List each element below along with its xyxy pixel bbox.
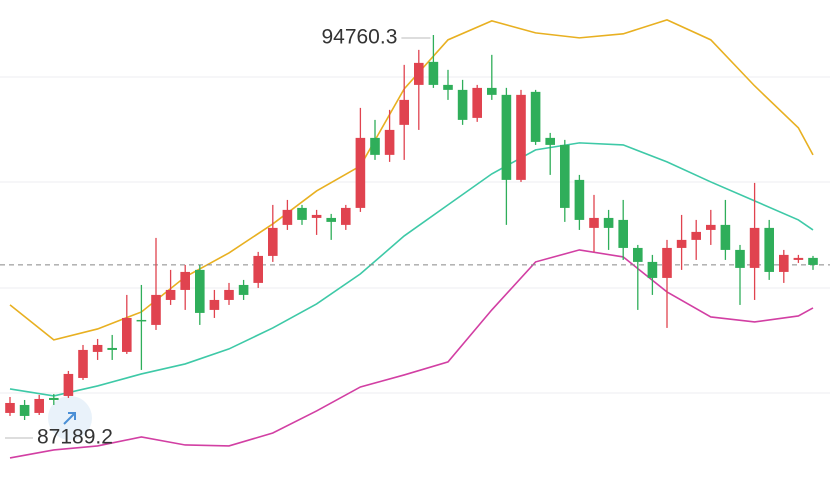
candle-body [749, 227, 760, 268]
candle-body [779, 254, 789, 272]
candle-body [268, 227, 278, 256]
arrow-icon [63, 412, 76, 425]
band-line [9, 19, 814, 341]
high-label: 94760.3 [321, 26, 397, 49]
candle-body [414, 62, 424, 85]
candle-body [384, 129, 395, 155]
candle-body [808, 257, 818, 265]
candle-body [516, 94, 526, 180]
candle-body [370, 137, 380, 155]
candle-body [92, 344, 103, 352]
candle-body [107, 347, 117, 350]
candle-body [63, 373, 74, 396]
candle-body [165, 289, 176, 300]
candle-body [224, 289, 234, 300]
candle-body [253, 255, 263, 283]
candle-body [195, 269, 205, 313]
candle-body [793, 257, 804, 260]
candle-body [647, 261, 658, 278]
band-line [9, 142, 814, 397]
candle-body [603, 217, 614, 228]
candle-body [618, 219, 628, 248]
candle-body [19, 404, 30, 416]
low-label: 87189.2 [37, 426, 113, 449]
candle-body [706, 224, 716, 230]
candle-body [662, 247, 672, 278]
candle-body [136, 319, 147, 322]
candle-body [472, 87, 482, 118]
candle-body [589, 217, 599, 228]
candle-body [122, 317, 132, 352]
candle-body [238, 284, 249, 295]
candle-body [5, 402, 15, 413]
candle-body [282, 209, 293, 225]
candle-body [443, 84, 453, 90]
candle-body [326, 217, 336, 222]
candle-body [545, 137, 555, 145]
candle-body [341, 207, 351, 225]
candle-body [428, 61, 439, 85]
candle-body [487, 87, 497, 95]
candle-body [676, 239, 687, 248]
candle-body [560, 144, 570, 208]
candle-body [34, 398, 44, 413]
candle-body [49, 397, 59, 400]
candle-body [355, 137, 366, 208]
candle-body [297, 207, 307, 220]
candle-body [691, 231, 701, 240]
candle-body [151, 294, 161, 325]
candle-body [764, 227, 774, 272]
candle-body [457, 89, 468, 120]
candle-body [530, 91, 541, 142]
band-line [9, 249, 814, 459]
candle-body [399, 99, 409, 125]
candle-body [720, 224, 731, 250]
candle-body [209, 299, 220, 310]
candle-body [180, 271, 190, 290]
candle-body [574, 179, 585, 220]
candle-body [78, 349, 88, 378]
candle-body [633, 247, 643, 262]
candle-body [311, 214, 322, 218]
candle-body [501, 94, 512, 180]
candle-body [735, 249, 745, 268]
